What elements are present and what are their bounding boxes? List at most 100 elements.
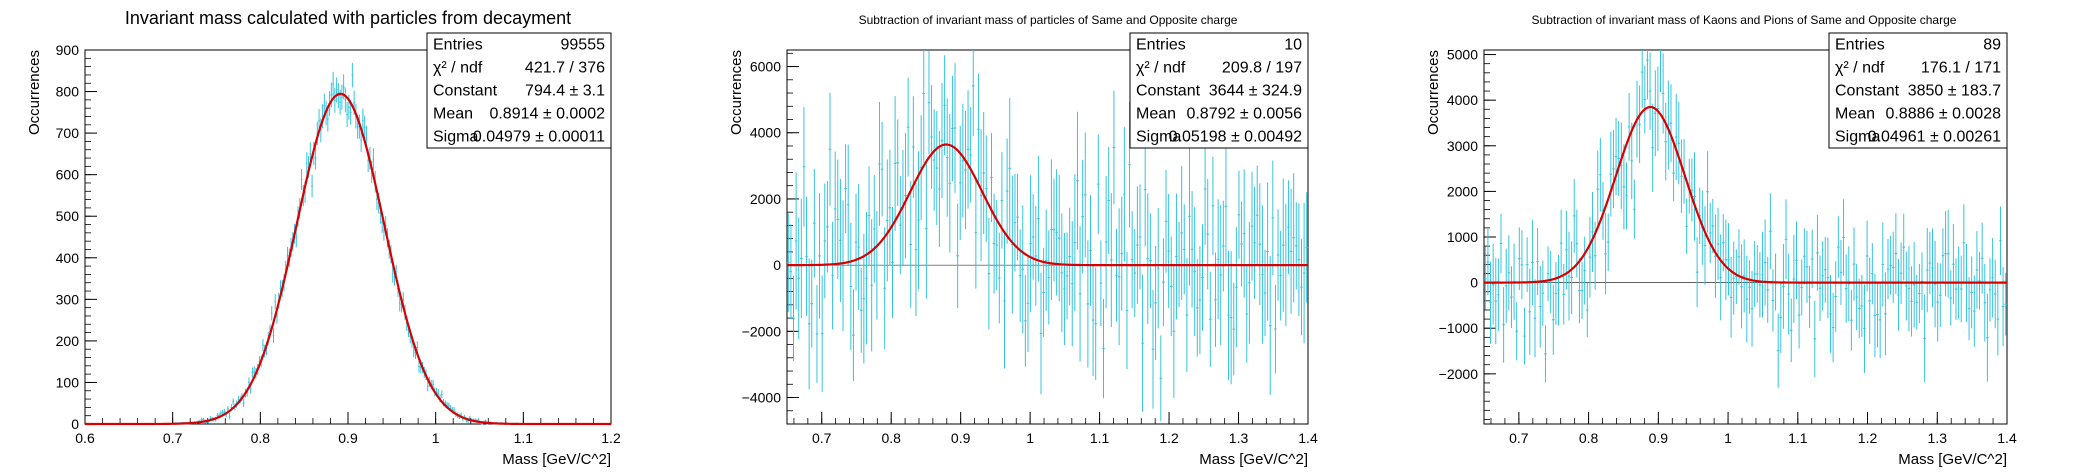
y-axis-title: Occurrences (26, 50, 43, 135)
x-tick-label: 1.1 (1788, 430, 1808, 446)
stats-label: Mean (1835, 106, 1875, 123)
chart-title: Subtraction of invariant mass of Kaons a… (1532, 13, 1957, 27)
x-tick-label: 1.3 (1229, 430, 1249, 446)
plot-frame (786, 49, 1309, 425)
stats-box-frame (1129, 32, 1309, 149)
y-tick-label: 400 (56, 250, 80, 266)
x-tick-label: 0.9 (1649, 430, 1669, 446)
x-tick-label: 1 (1026, 430, 1034, 446)
stats-value: 176.1 / 171 (1921, 60, 2001, 77)
chart-panel-3: Subtraction of invariant mass of Kaons a… (1425, 13, 2017, 468)
y-tick-label: 700 (56, 125, 80, 141)
stats-value: 0.8792 ± 0.0056 (1186, 106, 1302, 123)
y-tick-label: 0 (1470, 275, 1478, 291)
chart-title: Invariant mass calculated with particles… (125, 8, 571, 28)
y-tick-label: 0 (71, 416, 79, 432)
stats-label: Mean (433, 106, 473, 123)
y-tick-label: −4000 (742, 390, 782, 406)
x-tick-label: 0.9 (338, 430, 358, 446)
x-tick-label: 0.7 (812, 430, 832, 446)
x-tick-label: 1.2 (1159, 430, 1179, 446)
stats-label: Constant (1136, 83, 1201, 100)
x-tick-label: 0.7 (1509, 430, 1529, 446)
stats-value: 794.4 ± 3.1 (525, 83, 605, 100)
y-tick-label: −2000 (742, 323, 782, 339)
y-axis-title: Occurrences (1425, 50, 1442, 135)
x-tick-label: 0.8 (1579, 430, 1599, 446)
stats-value: 0.04961 ± 0.00261 (1868, 129, 2001, 146)
chart-panel-1: Invariant mass calculated with particles… (26, 8, 621, 468)
stats-value: 3850 ± 183.7 (1908, 83, 2001, 100)
fit-curve (85, 92, 611, 426)
y-tick-label: 900 (56, 42, 80, 58)
stats-label: χ² / ndf (1835, 60, 1885, 77)
stats-value: 209.8 / 197 (1222, 60, 1302, 77)
stats-value: 99555 (561, 37, 606, 54)
chart-title: Subtraction of invariant mass of particl… (859, 13, 1238, 27)
y-tick-label: 2000 (1447, 183, 1478, 199)
stats-label: Entries (433, 37, 483, 54)
stats-label: Sigma (1835, 129, 1880, 146)
x-tick-label: 0.6 (75, 430, 95, 446)
x-tick-label: 0.9 (951, 430, 971, 446)
stats-box-frame (1828, 32, 2008, 149)
y-axis-title: Occurrences (728, 50, 745, 135)
data-points (1484, 50, 2007, 388)
y-tick-label: 6000 (750, 59, 781, 75)
x-tick-label: 0.8 (251, 430, 271, 446)
y-tick-label: 1000 (1447, 229, 1478, 245)
x-axis-title: Mass [GeV/C^2] (502, 451, 611, 468)
y-tick-label: 5000 (1447, 47, 1478, 63)
y-tick-label: 0 (773, 257, 781, 273)
y-tick-label: 800 (56, 84, 80, 100)
stats-label: Constant (433, 83, 498, 100)
fit-curve (786, 143, 1308, 267)
stats-box-frame (426, 32, 612, 149)
x-tick-label: 1.3 (1928, 430, 1948, 446)
stats-value: 0.04979 ± 0.00011 (473, 129, 605, 146)
y-tick-label: 600 (56, 167, 80, 183)
y-tick-label: −2000 (1439, 366, 1479, 382)
x-axis-title: Mass [GeV/C^2] (1898, 451, 2007, 468)
x-tick-label: 0.8 (881, 430, 901, 446)
x-axis-title: Mass [GeV/C^2] (1199, 451, 1308, 468)
stats-label: χ² / ndf (433, 60, 483, 77)
stats-value: 0.8886 ± 0.0028 (1885, 106, 2001, 123)
stats-label: Entries (1136, 37, 1186, 54)
stats-label: χ² / ndf (1136, 60, 1186, 77)
y-tick-label: −1000 (1439, 320, 1479, 336)
x-tick-label: 1.1 (1090, 430, 1110, 446)
x-tick-label: 0.7 (163, 430, 183, 446)
x-tick-label: 1.2 (601, 430, 621, 446)
stats-label: Mean (1136, 106, 1176, 123)
y-tick-label: 3000 (1447, 138, 1478, 154)
fit-curve (1484, 105, 2007, 284)
x-tick-label: 1.1 (514, 430, 534, 446)
stats-label: Sigma (1136, 129, 1181, 146)
chart-panel-2: Subtraction of invariant mass of particl… (728, 13, 1318, 468)
stats-value: 0.8914 ± 0.0002 (489, 106, 605, 123)
data-points (787, 50, 1308, 422)
stats-box: Entries 10 χ² / ndf 209.8 / 197 Constant 3644… (1129, 32, 1309, 149)
x-tick-label: 1 (1724, 430, 1732, 446)
stats-label: Entries (1835, 37, 1885, 54)
stats-value: 10 (1284, 37, 1302, 54)
x-tick-label: 1.2 (1858, 430, 1878, 446)
y-tick-label: 500 (56, 208, 80, 224)
stats-value: 421.7 / 376 (525, 60, 605, 77)
x-tick-label: 1 (432, 430, 440, 446)
y-tick-label: 4000 (1447, 92, 1478, 108)
y-tick-label: 100 (56, 374, 80, 390)
stats-value: 0.05198 ± 0.00492 (1169, 129, 1302, 146)
stats-box: Entries 99555 χ² / ndf 421.7 / 376 Constant 7… (426, 32, 612, 149)
stats-value: 3644 ± 324.9 (1209, 83, 1302, 100)
y-tick-label: 300 (56, 291, 80, 307)
stats-value: 89 (1983, 37, 2001, 54)
x-tick-label: 1.4 (1298, 430, 1318, 446)
stats-label: Constant (1835, 83, 1900, 100)
y-tick-label: 4000 (750, 125, 781, 141)
stats-label: Sigma (433, 129, 478, 146)
y-tick-label: 2000 (750, 191, 781, 207)
y-tick-label: 200 (56, 333, 80, 349)
